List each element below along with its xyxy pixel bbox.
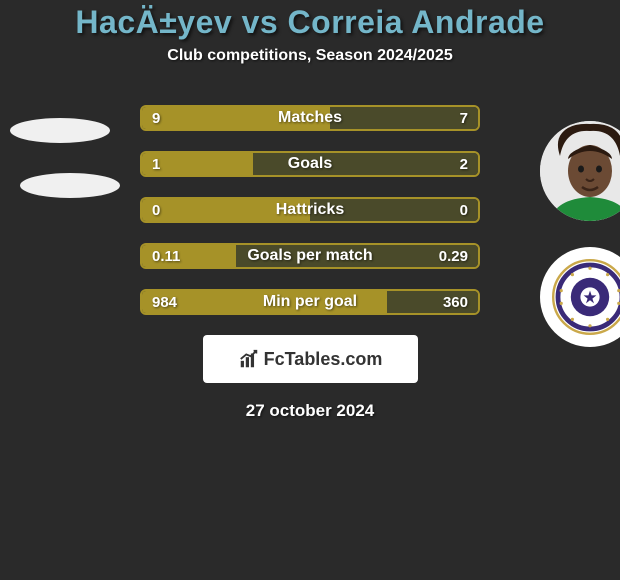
stat-row: 12Goals	[140, 151, 480, 177]
stat-label: Min per goal	[142, 291, 478, 313]
page-title: HacÄ±yev vs Correia Andrade	[0, 0, 620, 41]
stat-label: Hattricks	[142, 199, 478, 221]
stat-row: 00Hattricks	[140, 197, 480, 223]
date-text: 27 october 2024	[0, 401, 620, 421]
stat-label: Goals	[142, 153, 478, 175]
chart-icon	[238, 348, 260, 370]
stat-row: 0.110.29Goals per match	[140, 243, 480, 269]
stat-label: Matches	[142, 107, 478, 129]
player1-avatar	[10, 118, 110, 143]
brand-box[interactable]: FcTables.com	[203, 335, 418, 383]
stat-label: Goals per match	[142, 245, 478, 267]
player2-club-crest-svg	[550, 257, 620, 337]
stat-row: 984360Min per goal	[140, 289, 480, 315]
stats-area: 97Matches 12Goals 00Hattricks 0.110.29Goals…	[0, 105, 620, 315]
stat-row: 97Matches	[140, 105, 480, 131]
subtitle: Club competitions, Season 2024/2025	[0, 47, 620, 65]
brand-text: FcTables.com	[264, 349, 383, 370]
player1-club-crest	[20, 173, 120, 198]
